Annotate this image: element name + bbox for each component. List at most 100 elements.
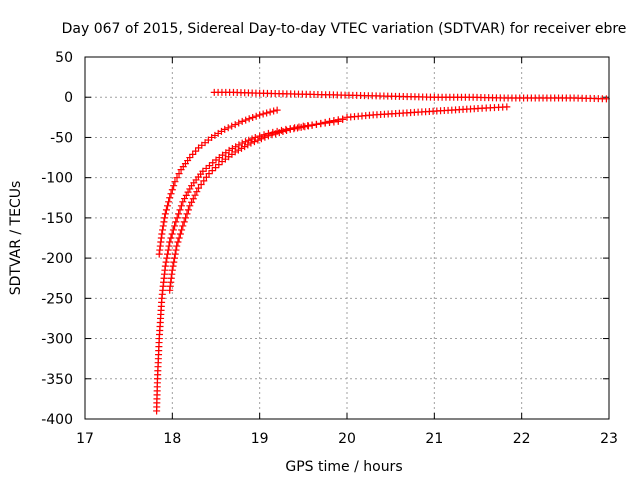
data-point — [175, 170, 183, 178]
y-tick-label: -150 — [41, 211, 73, 227]
data-point — [189, 195, 197, 203]
data-point — [205, 170, 213, 178]
data-point — [270, 107, 278, 115]
data-point — [321, 118, 329, 126]
data-point — [212, 164, 220, 172]
plot-frame — [84, 56, 610, 420]
data-point — [200, 177, 208, 185]
data-point — [195, 184, 203, 192]
data-point — [279, 128, 287, 136]
data-point — [261, 133, 269, 141]
data-point — [286, 125, 294, 133]
data-point — [162, 206, 170, 214]
y-tick-label: -100 — [41, 171, 73, 187]
data-point — [188, 198, 196, 206]
data-point — [242, 116, 250, 124]
data-point — [171, 222, 179, 230]
data-point — [165, 198, 173, 206]
data-point — [184, 206, 192, 214]
data-point — [249, 113, 257, 121]
data-point — [503, 103, 511, 111]
data-point — [159, 222, 167, 230]
data-point — [330, 117, 338, 125]
data-point — [257, 135, 265, 143]
data-point — [159, 226, 167, 234]
x-tick-label: 21 — [425, 431, 443, 447]
data-point — [283, 126, 291, 134]
data-point — [272, 130, 280, 138]
y-tick-label: 0 — [64, 90, 73, 106]
data-point — [339, 115, 347, 123]
data-point — [174, 238, 182, 246]
data-point — [177, 202, 185, 210]
data-point — [175, 234, 183, 242]
data-point — [182, 191, 190, 199]
data-point — [171, 250, 179, 258]
data-point — [172, 246, 180, 254]
data-point — [297, 123, 305, 131]
data-point — [228, 122, 236, 130]
x-tick-label: 19 — [251, 431, 269, 447]
data-point — [254, 136, 262, 144]
data-point — [182, 214, 190, 222]
data-point — [164, 246, 172, 254]
y-tick-label: 50 — [55, 50, 73, 66]
data-point — [173, 242, 181, 250]
y-tick-label: -300 — [41, 332, 73, 348]
chart-title: Day 067 of 2015, Sidereal Day-to-day VTE… — [62, 21, 627, 37]
data-point — [191, 191, 199, 199]
data-point — [308, 121, 316, 129]
y-tick-label: -250 — [41, 291, 73, 307]
data-point — [247, 139, 255, 147]
x-tick-label: 20 — [338, 431, 356, 447]
data-point — [170, 258, 178, 266]
x-tick-label: 23 — [600, 431, 618, 447]
data-point — [164, 250, 172, 258]
data-point — [304, 122, 312, 130]
data-point — [171, 178, 179, 186]
data-point — [235, 119, 243, 127]
data-point — [184, 188, 192, 196]
data-point — [263, 109, 271, 117]
data-point — [166, 238, 174, 246]
data-point — [275, 129, 283, 137]
data-point — [167, 190, 175, 198]
data-point — [183, 210, 191, 218]
data-point — [173, 214, 181, 222]
data-point — [175, 210, 183, 218]
data-point — [161, 210, 169, 218]
data-point — [172, 218, 180, 226]
data-point — [165, 242, 173, 250]
data-point — [245, 115, 253, 123]
data-point — [176, 206, 184, 214]
data-point — [169, 262, 177, 270]
data-point — [179, 198, 187, 206]
y-tick-label: -400 — [41, 412, 73, 428]
data-point — [179, 222, 187, 230]
data-point — [178, 226, 186, 234]
data-point — [164, 202, 172, 210]
y-tick-label: -50 — [50, 130, 73, 146]
data-point — [326, 117, 334, 125]
data-point — [290, 125, 298, 133]
y-axis-label: SDTVAR / TECUs — [8, 181, 24, 296]
data-point — [259, 110, 267, 118]
data-point — [169, 226, 177, 234]
x-tick-label: 18 — [163, 431, 181, 447]
data-point — [166, 194, 174, 202]
data-point — [294, 124, 302, 132]
series-track-3 — [166, 115, 347, 294]
data-point — [334, 116, 342, 124]
data-point — [160, 218, 168, 226]
series-track-4 — [210, 88, 610, 103]
data-point — [301, 123, 309, 131]
series-track-1 — [155, 106, 281, 258]
data-point — [162, 258, 170, 266]
data-point — [168, 186, 176, 194]
data-point — [238, 117, 246, 125]
data-point — [161, 214, 169, 222]
data-point — [221, 125, 229, 133]
data-point — [168, 266, 176, 274]
data-point — [317, 119, 325, 127]
